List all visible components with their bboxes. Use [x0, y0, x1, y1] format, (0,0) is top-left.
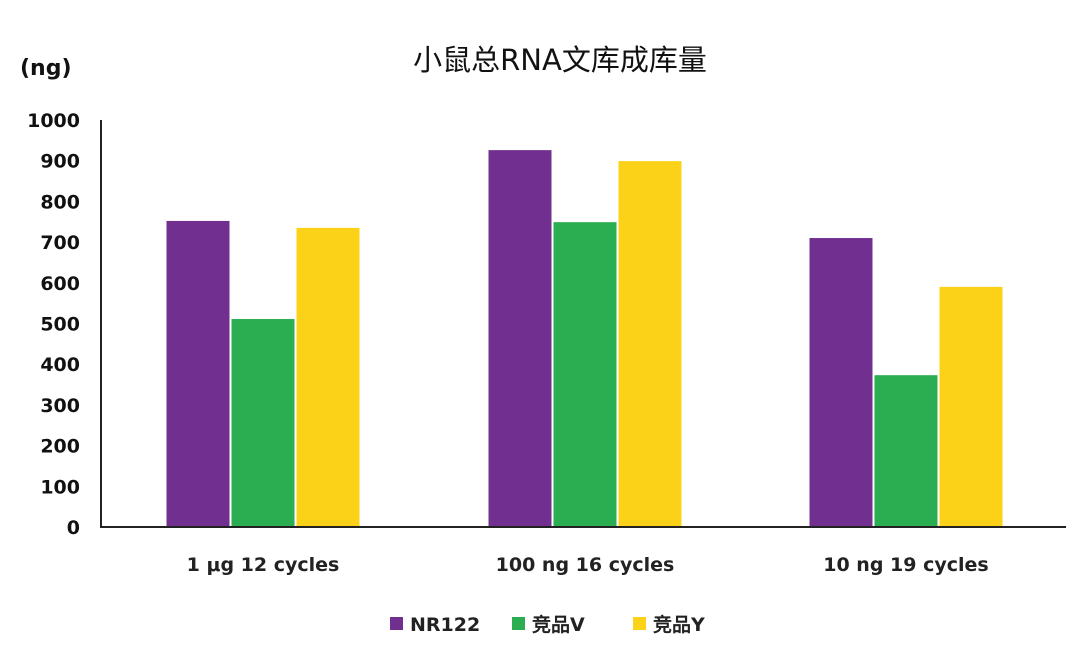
- y-tick-label: 100: [40, 476, 80, 498]
- y-tick-label: 800: [40, 191, 80, 213]
- chart-title: 小鼠总RNA文库成库量: [413, 43, 707, 77]
- bar: [939, 286, 1003, 527]
- bar: [874, 375, 938, 527]
- y-axis-unit: (ng): [20, 56, 72, 81]
- x-tick-label: 1 μg 12 cycles: [187, 554, 340, 576]
- y-tick-label: 200: [40, 436, 80, 458]
- bar: [809, 238, 873, 527]
- y-tick-label: 0: [67, 517, 80, 539]
- legend-swatch: [633, 617, 646, 630]
- bar: [231, 319, 295, 527]
- legend-label: 竞品Y: [653, 613, 705, 636]
- y-tick-label: 500: [40, 314, 80, 336]
- bar: [618, 161, 682, 527]
- bar: [553, 222, 617, 528]
- y-tick-label: 1000: [27, 110, 80, 132]
- legend-label: 竞品V: [532, 613, 585, 636]
- y-tick-label: 400: [40, 354, 80, 376]
- y-tick-label: 600: [40, 273, 80, 295]
- x-tick-label: 100 ng 16 cycles: [496, 554, 675, 576]
- y-tick-label: 300: [40, 395, 80, 417]
- bar: [488, 150, 552, 528]
- x-tick-label: 10 ng 19 cycles: [823, 554, 988, 576]
- legend-swatch: [390, 617, 403, 630]
- legend-label: NR122: [410, 614, 480, 636]
- legend-swatch: [512, 617, 525, 630]
- bar: [296, 227, 360, 528]
- y-tick-label: 900: [40, 151, 80, 173]
- y-tick-label: 700: [40, 232, 80, 254]
- bar: [166, 220, 230, 527]
